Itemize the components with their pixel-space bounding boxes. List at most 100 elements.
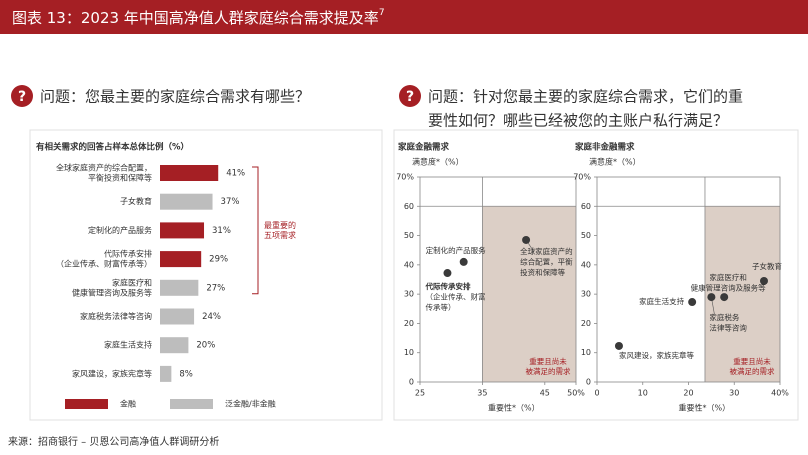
point-label: 传承等）	[425, 302, 455, 312]
zone	[482, 206, 576, 382]
y-tick-label: 20	[404, 319, 414, 328]
x-tick-label: 0	[594, 389, 599, 398]
y-tick-label: 70%	[573, 173, 591, 182]
y-tick-label: 0	[409, 378, 414, 387]
y-tick-label: 0	[586, 378, 591, 387]
point	[459, 257, 468, 266]
zone-label: 重要且尚未	[529, 356, 567, 366]
x-tick-label: 30	[729, 389, 739, 398]
y-tick-label: 60	[404, 202, 414, 211]
x-tick-label: 10	[638, 389, 648, 398]
x-axis-label: 重要性*（%）	[679, 403, 731, 413]
zone	[704, 206, 780, 382]
category-label: 健康管理咨询及服务等	[72, 287, 152, 297]
question-mark: ?	[18, 89, 26, 105]
title-text: 图表 13：2023 年中国高净值人群家庭综合需求提及率	[12, 9, 379, 27]
category-label: 家庭医疗和	[112, 277, 152, 287]
point-label: 综合配置，平衡	[520, 256, 573, 266]
panel-left	[29, 129, 383, 421]
chart-title: 家庭金融需求	[398, 142, 450, 153]
zone-label: 被满足的需求	[730, 366, 775, 376]
x-tick-label: 20	[683, 389, 693, 398]
bar	[160, 308, 195, 325]
bar	[160, 279, 199, 296]
point-label: 家风建设，家族宪章等	[619, 350, 694, 360]
category-label: 代际传承安排	[104, 249, 152, 259]
value-label: 24%	[202, 312, 221, 322]
y-tick-label: 60	[581, 202, 591, 211]
legend-label: 泛金融/非金融	[225, 399, 276, 409]
chart-subtitle: 有相关需求的回答占样本总体比例（%）	[36, 142, 189, 153]
point	[614, 341, 623, 350]
point	[707, 293, 716, 302]
annotation: 最重要的	[264, 220, 296, 230]
bar	[160, 193, 213, 210]
category-label: 定制化的产品服务	[88, 225, 152, 235]
y-tick-label: 20	[581, 319, 591, 328]
value-label: 8%	[179, 369, 193, 379]
y-axis-label: 满意度*（%）	[589, 157, 641, 167]
bar	[160, 337, 189, 354]
point-label: 全球家庭资产的	[520, 246, 573, 256]
y-tick-label: 30	[404, 290, 414, 299]
x-axis-label: 重要性*（%）	[488, 403, 540, 413]
y-tick-label: 10	[404, 348, 414, 357]
category-label: 全球家庭资产的综合配置，	[56, 163, 152, 173]
point-label: 子女教育	[752, 261, 782, 271]
question-icon	[399, 85, 421, 107]
legend-swatch	[170, 399, 213, 409]
point-label: 健康管理咨询及服务等	[691, 283, 766, 293]
point	[720, 293, 729, 302]
category-label: 家庭生活支持	[104, 340, 152, 350]
zone-label: 重要且尚未	[733, 356, 771, 366]
question-mark: ?	[406, 89, 414, 105]
title-note: 7	[379, 8, 385, 18]
chart-title: 家庭非金融需求	[575, 142, 635, 153]
bar	[160, 222, 205, 239]
y-tick-label: 10	[581, 348, 591, 357]
legend-swatch	[65, 399, 108, 409]
x-tick-label: 35	[477, 389, 487, 398]
point	[688, 298, 697, 307]
legend-label: 金融	[120, 399, 136, 409]
category-label: 平衡投资和保障等	[88, 173, 152, 183]
category-label: 子女教育	[120, 196, 152, 206]
category-label: 家庭税务法律等咨询	[80, 311, 152, 321]
header-bar	[0, 0, 808, 34]
point-label: 代际传承安排	[424, 281, 470, 291]
x-tick-label: 25	[415, 389, 425, 398]
x-tick-label: 50%	[567, 389, 585, 398]
point-label: 家庭生活支持	[639, 296, 684, 306]
zone-label: 被满足的需求	[526, 366, 571, 376]
point-label: 法律等咨询	[709, 323, 747, 333]
category-label: （企业传承、财富传承等）	[56, 259, 152, 269]
value-label: 20%	[196, 341, 215, 351]
annotation: 五项需求	[264, 230, 296, 240]
question-text: 要性如何？哪些已经被您的主账户私行满足？	[428, 112, 728, 130]
point-label: 投资和保障等	[520, 267, 565, 277]
panel-right	[393, 129, 799, 421]
value-label: 41%	[226, 169, 245, 179]
y-tick-label: 30	[581, 290, 591, 299]
point	[522, 235, 531, 244]
point	[443, 269, 452, 278]
value-label: 29%	[209, 255, 228, 265]
source: 来源：招商银行 – 贝恩公司高净值人群调研分析	[8, 435, 219, 448]
question-text: 问题：您最主要的家庭综合需求有哪些？	[40, 88, 310, 106]
bar	[160, 165, 219, 181]
y-tick-label: 70%	[396, 173, 414, 182]
y-tick-label: 50	[404, 231, 414, 240]
question-text: 问题：针对您最主要的家庭综合需求，它们的重	[428, 88, 743, 106]
y-axis-label: 满意度*（%）	[412, 157, 464, 167]
point-label: 定制化的产品服务	[426, 245, 486, 255]
value-label: 31%	[212, 226, 231, 236]
value-label: 27%	[206, 283, 225, 293]
point	[759, 276, 768, 285]
point-label: （企业传承、财富	[425, 292, 485, 302]
y-tick-label: 40	[581, 260, 591, 269]
x-tick-label: 45	[540, 389, 550, 398]
point-label: 家庭医疗和	[709, 272, 747, 282]
bar	[160, 365, 172, 382]
